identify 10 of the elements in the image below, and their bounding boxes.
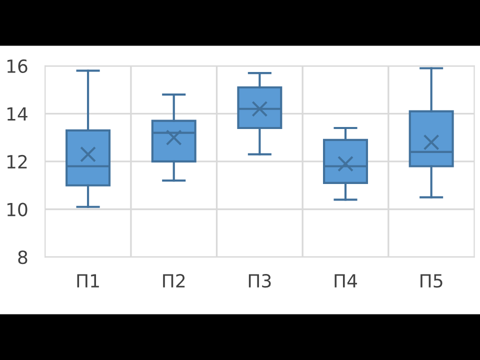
y-tick-label: 14	[7, 107, 28, 121]
x-tick-label: П5	[420, 274, 442, 288]
x-tick-label: П4	[334, 274, 358, 288]
x-tick-label: П1	[77, 274, 99, 288]
y-tick-label: 16	[7, 59, 28, 73]
y-tick-label: 8	[18, 250, 28, 264]
x-tick-label: П3	[248, 274, 271, 288]
x-tick-label: П2	[163, 274, 185, 288]
y-tick-label: 12	[7, 154, 27, 168]
y-tick-label: 10	[7, 202, 28, 216]
